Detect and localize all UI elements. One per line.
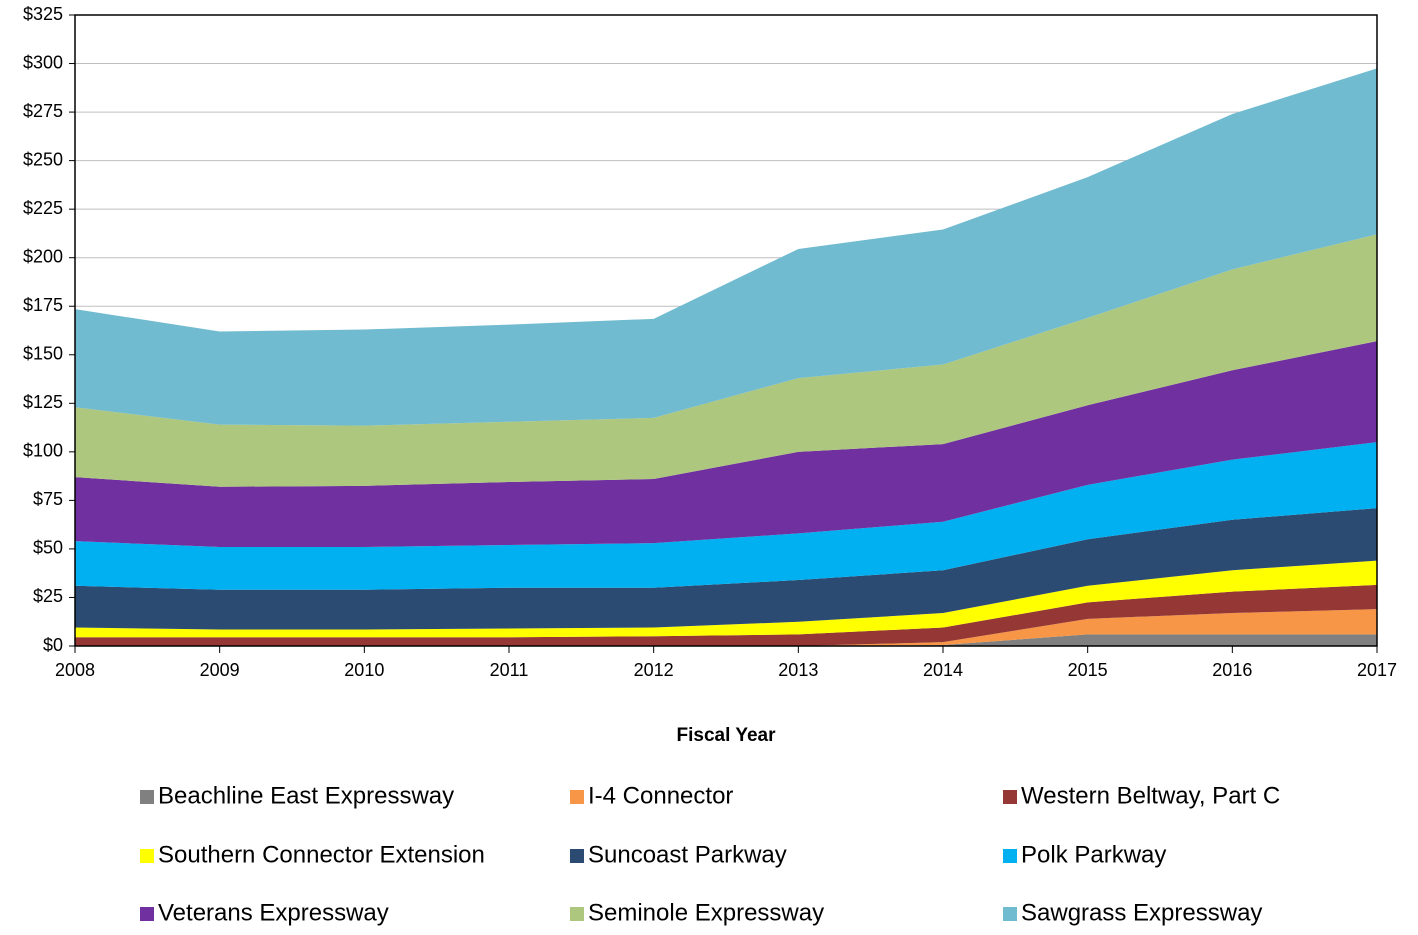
y-tick-label: $0 xyxy=(43,635,63,655)
x-tick-label: 2012 xyxy=(634,660,674,680)
y-tick-label: $125 xyxy=(23,392,63,412)
y-tick-label: $325 xyxy=(23,4,63,24)
y-tick-label: $225 xyxy=(23,198,63,218)
x-tick-label: 2008 xyxy=(55,660,95,680)
y-tick-label: $200 xyxy=(23,246,63,266)
legend-label: Suncoast Parkway xyxy=(588,841,787,868)
legend-swatch xyxy=(1003,907,1017,921)
area xyxy=(75,508,1377,630)
x-axis-title: Fiscal Year xyxy=(677,725,777,746)
legend-swatch xyxy=(140,849,154,863)
legend-label: Polk Parkway xyxy=(1021,841,1166,868)
y-tick-label: $50 xyxy=(33,538,63,558)
x-tick-label: 2016 xyxy=(1212,660,1252,680)
area xyxy=(75,442,1377,590)
area xyxy=(75,560,1377,638)
area xyxy=(75,634,1377,646)
y-tick-label: $150 xyxy=(23,344,63,364)
legend-label: Southern Connector Extension xyxy=(158,841,485,868)
area xyxy=(75,584,1377,646)
plot-border xyxy=(74,14,1378,647)
x-tick-label: 2014 xyxy=(923,660,963,680)
y-tick-label: $25 xyxy=(33,586,63,606)
x-tick-label: 2013 xyxy=(778,660,818,680)
legend-label: I-4 Connector xyxy=(588,782,733,809)
legend-swatch xyxy=(570,907,584,921)
legend-label: Beachline East Expressway xyxy=(158,782,454,809)
x-tick-label: 2017 xyxy=(1357,660,1397,680)
legend-swatch xyxy=(1003,790,1017,804)
area xyxy=(75,609,1377,646)
x-tick-label: 2011 xyxy=(490,660,529,680)
legend-swatch xyxy=(570,849,584,863)
y-tick-label: $300 xyxy=(23,52,63,72)
y-tick-label: $100 xyxy=(23,441,63,461)
y-tick-label: $175 xyxy=(23,295,63,315)
legend-label: Veterans Expressway xyxy=(158,899,389,926)
legend-label: Western Beltway, Part C xyxy=(1021,782,1280,809)
legend-swatch xyxy=(1003,849,1017,863)
x-tick-label: 2010 xyxy=(344,660,384,680)
y-tick-label: $75 xyxy=(33,489,63,509)
legend-label: Seminole Expressway xyxy=(588,899,824,926)
x-tick-label: 2015 xyxy=(1068,660,1108,680)
legend-swatch xyxy=(140,907,154,921)
y-tick-label: $275 xyxy=(23,101,63,121)
legend-swatch xyxy=(140,790,154,804)
legend-swatch xyxy=(570,790,584,804)
y-tick-label: $250 xyxy=(23,149,63,169)
area xyxy=(75,341,1377,547)
x-tick-label: 2009 xyxy=(200,660,240,680)
legend-label: Sawgrass Expressway xyxy=(1021,899,1262,926)
area xyxy=(75,234,1377,487)
area xyxy=(75,68,1377,426)
